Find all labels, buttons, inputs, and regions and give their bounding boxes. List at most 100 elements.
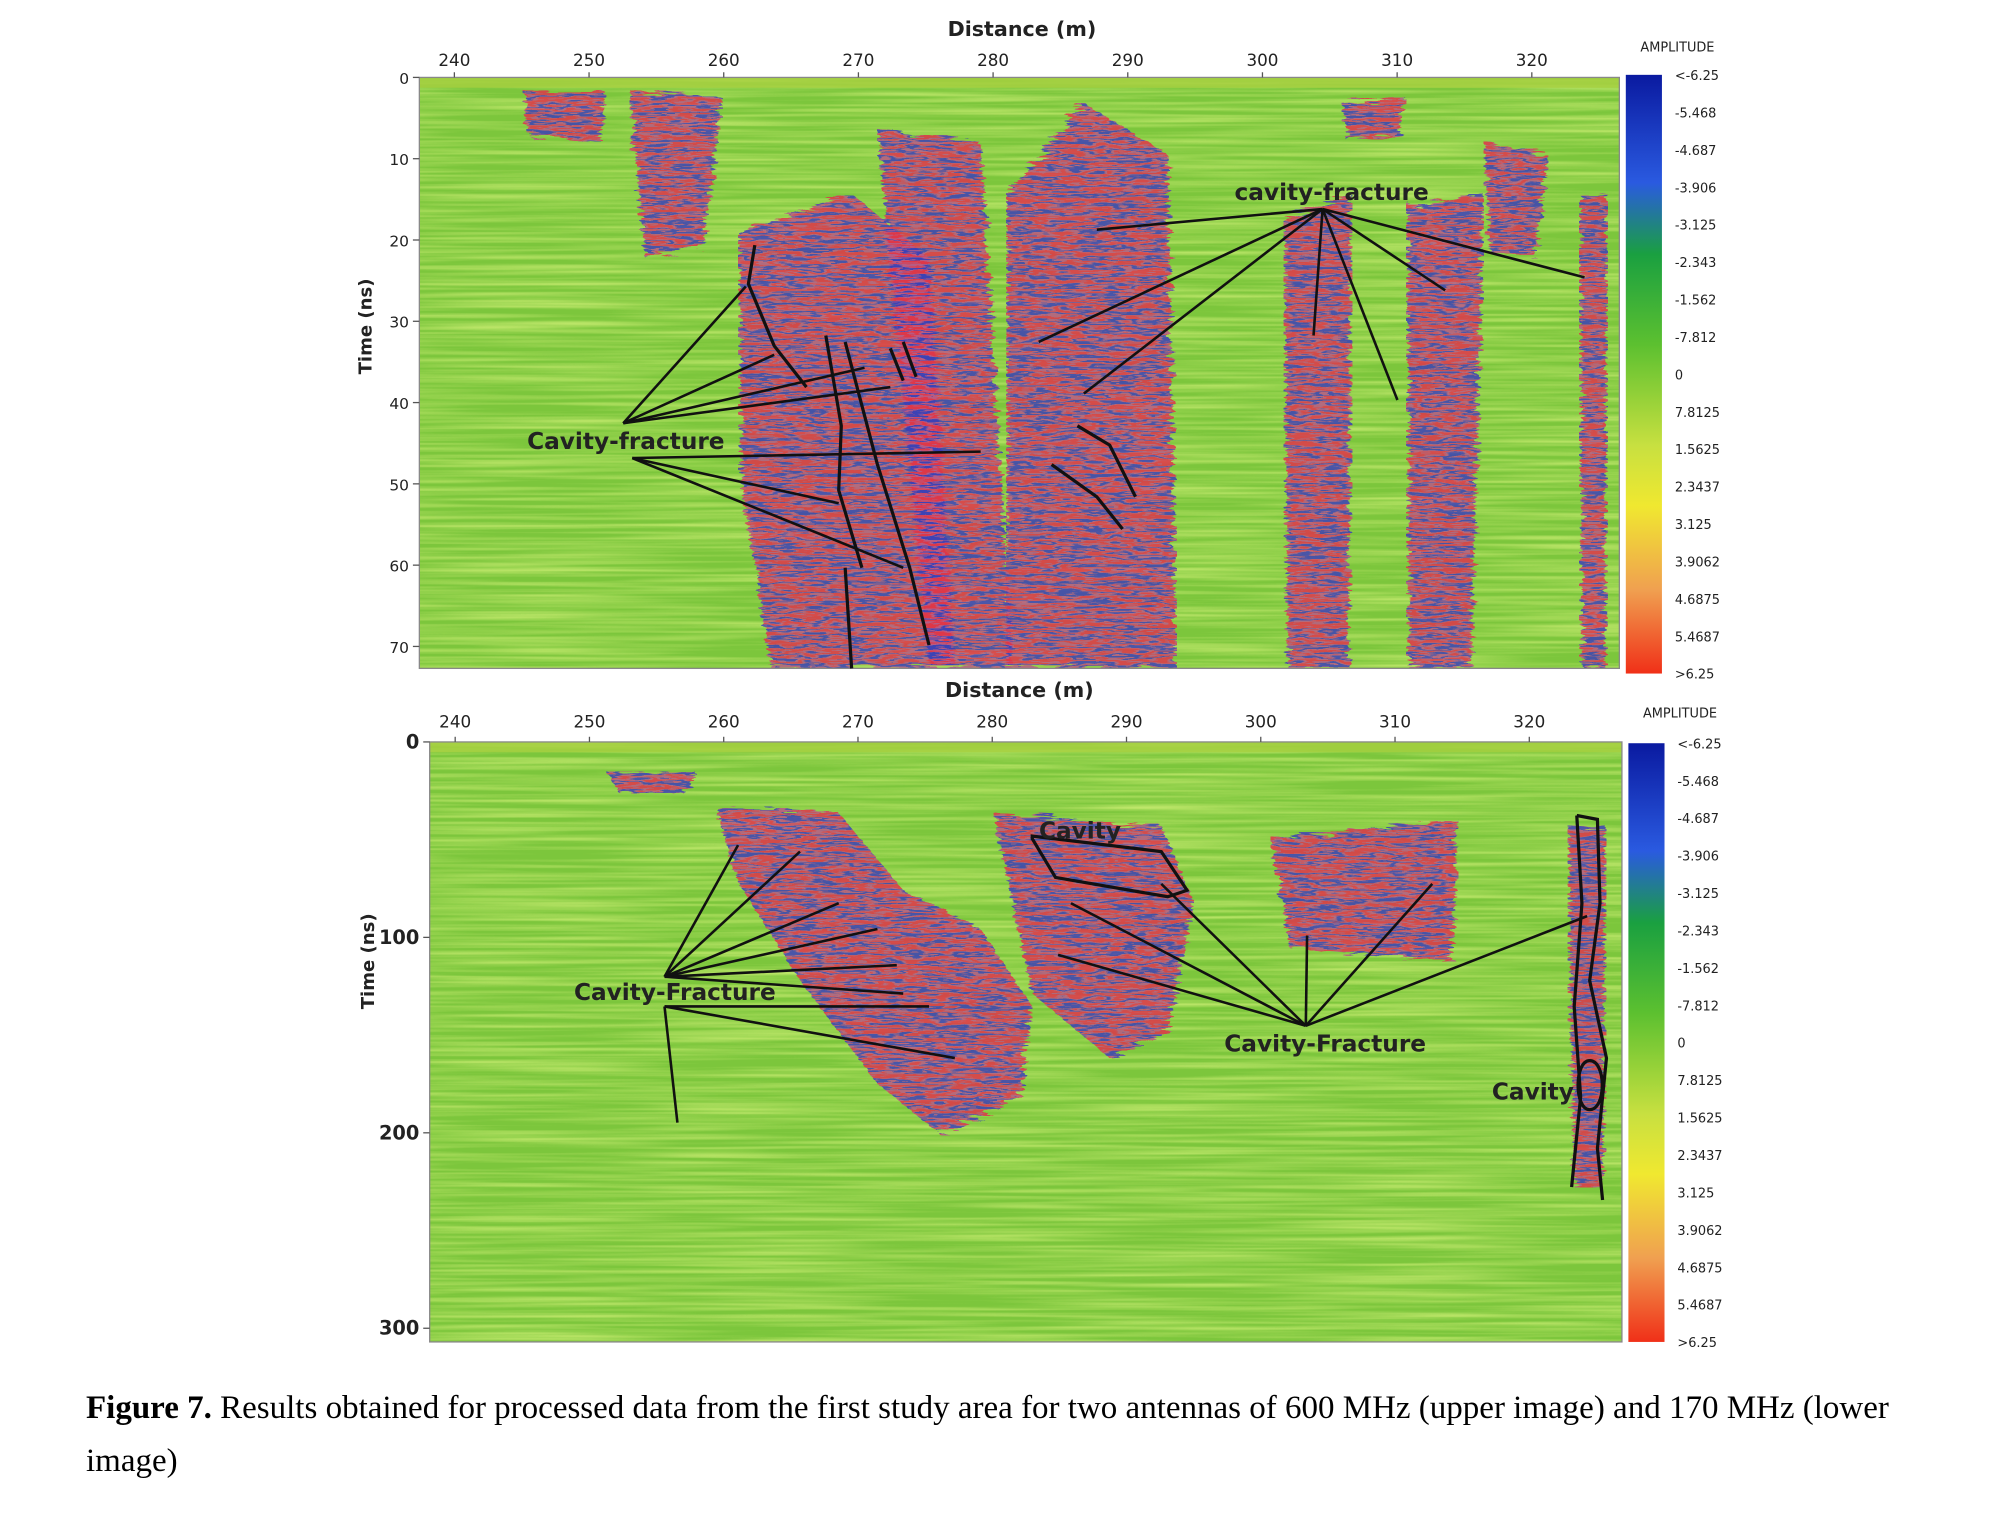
colorbar-label: -3.906 (1677, 850, 1719, 865)
colorbar-label: -1.562 (1675, 294, 1717, 309)
colorbar-label: -2.343 (1675, 256, 1717, 271)
anomaly-zone (1341, 96, 1407, 142)
anomaly-zone (1283, 193, 1353, 669)
leader-line (632, 450, 981, 460)
colorbar-label: 3.9062 (1677, 1224, 1722, 1239)
colorbar-label: >6.25 (1677, 1336, 1717, 1351)
leader-line (1038, 207, 1324, 344)
colorbar-label: -2.343 (1677, 924, 1719, 939)
x-tick-label: 310 (1381, 50, 1413, 70)
interpreted-outline (888, 347, 905, 382)
colorbar-title: AMPLITUDE (1643, 706, 1717, 721)
y-tick-label: 300 (379, 1317, 419, 1340)
anomalies (522, 90, 1608, 669)
x-tick-label: 240 (438, 50, 470, 70)
colorbar-label: 3.125 (1677, 1186, 1714, 1201)
colorbar-label: 3.125 (1675, 518, 1712, 533)
colorbar-label: -7.812 (1675, 331, 1717, 346)
leader-line (1070, 902, 1307, 1027)
y-tick-label: 200 (379, 1121, 419, 1144)
colorbar-label: 4.6875 (1677, 1261, 1722, 1276)
colorbar-label: 1.5625 (1677, 1112, 1722, 1127)
leader-line (1057, 953, 1307, 1028)
surface-band (419, 77, 1620, 88)
leader-line (664, 902, 840, 978)
colorbar-label: 2.3437 (1675, 481, 1720, 496)
interpreted-outline (1050, 463, 1124, 531)
anomaly-zone (1579, 193, 1608, 669)
interpreted-outline (1030, 834, 1190, 899)
leader-line (664, 1005, 956, 1060)
anomaly-zone (1483, 141, 1549, 259)
caption: Figure 7. Results obtained for processed… (86, 1382, 1966, 1488)
y-tick-label: 70 (389, 639, 409, 657)
x-tick-label: 260 (708, 50, 740, 70)
plot-frame (429, 741, 1623, 1343)
leader-line (663, 844, 740, 978)
x-tick-label: 290 (1110, 712, 1142, 732)
colorbar-label: <-6.25 (1675, 69, 1719, 84)
colorbar-label: -4.687 (1677, 812, 1719, 827)
interpreted-outline (901, 341, 918, 378)
y-tick-label: 30 (389, 314, 409, 332)
x-tick-label: 250 (573, 712, 605, 732)
anomaly-zone (1270, 819, 1459, 962)
figure: Distance (m) Time (ns) 240 250 260 270 280 290 3… (356, 17, 1723, 1351)
leader-line (1160, 882, 1307, 1027)
colorbar-label: 2.3437 (1677, 1149, 1722, 1164)
colorbar-label: 7.8125 (1675, 406, 1720, 421)
x-tick-label: 300 (1245, 712, 1277, 732)
annotation: Cavity (1039, 818, 1121, 845)
anomalies (606, 771, 1607, 1188)
anomaly-zone (716, 806, 1033, 1136)
caption-text: Results obtained for processed data from… (86, 1390, 1889, 1479)
colorbar-label: 7.8125 (1677, 1074, 1722, 1089)
leader-line (622, 285, 747, 425)
x-tick-label: 240 (439, 712, 471, 732)
leader-line (1305, 914, 1588, 1028)
leader-line (664, 927, 878, 979)
x-tick-label: 260 (708, 712, 740, 732)
x-axis-title: Distance (m) (948, 17, 1097, 41)
x-tick-label: 320 (1513, 712, 1545, 732)
leader-line (631, 456, 839, 505)
x-tick-label: 270 (842, 712, 874, 732)
x-tick-label: 300 (1246, 50, 1278, 70)
leader-line (1304, 883, 1434, 1027)
colorbar-label: 0 (1677, 1037, 1685, 1052)
interpreted-outline (824, 335, 864, 569)
y-axis-title: Time (ns) (356, 278, 377, 374)
colorbar-label: -5.468 (1675, 106, 1717, 121)
leader-line (622, 353, 775, 425)
leader-line (1304, 935, 1309, 1026)
anomaly-zone (993, 812, 1194, 1059)
colorbar-label: -7.812 (1677, 999, 1719, 1014)
y-tick-label: 100 (379, 926, 419, 949)
leader-line (664, 963, 897, 979)
annotation: cavity-fracture (1235, 179, 1429, 206)
colorbar-label: 1.5625 (1675, 443, 1720, 458)
leader-line (1312, 208, 1324, 336)
y-axis-title: Time (ns) (358, 913, 379, 1009)
x-tick-label: 250 (573, 50, 605, 70)
annotation: Cavity-Fracture (574, 979, 776, 1006)
colorbar-label: 5.4687 (1677, 1299, 1722, 1314)
anomaly-zone (522, 90, 607, 142)
caption-label: Figure 7. (86, 1390, 212, 1426)
colorbar-label: -4.687 (1675, 144, 1717, 159)
interpreted-outline (1570, 815, 1584, 1188)
colorbar-label: -1.562 (1677, 962, 1719, 977)
colorbar-label: -3.906 (1675, 181, 1717, 196)
y-tick-label: 50 (389, 476, 409, 494)
colorbar-label: 4.6875 (1675, 593, 1720, 608)
colorbar-label: -3.125 (1677, 887, 1719, 902)
leader-line (1321, 207, 1446, 292)
anomaly-zone (629, 90, 723, 259)
x-tick-label: 320 (1516, 50, 1548, 70)
colorbar-label: -3.125 (1675, 219, 1717, 234)
y-tick-label: 20 (389, 232, 409, 250)
y-tick-label: 40 (389, 395, 409, 413)
leader-line (1322, 207, 1585, 279)
colorbar-title: AMPLITUDE (1640, 41, 1714, 56)
leader-line (1083, 208, 1324, 395)
